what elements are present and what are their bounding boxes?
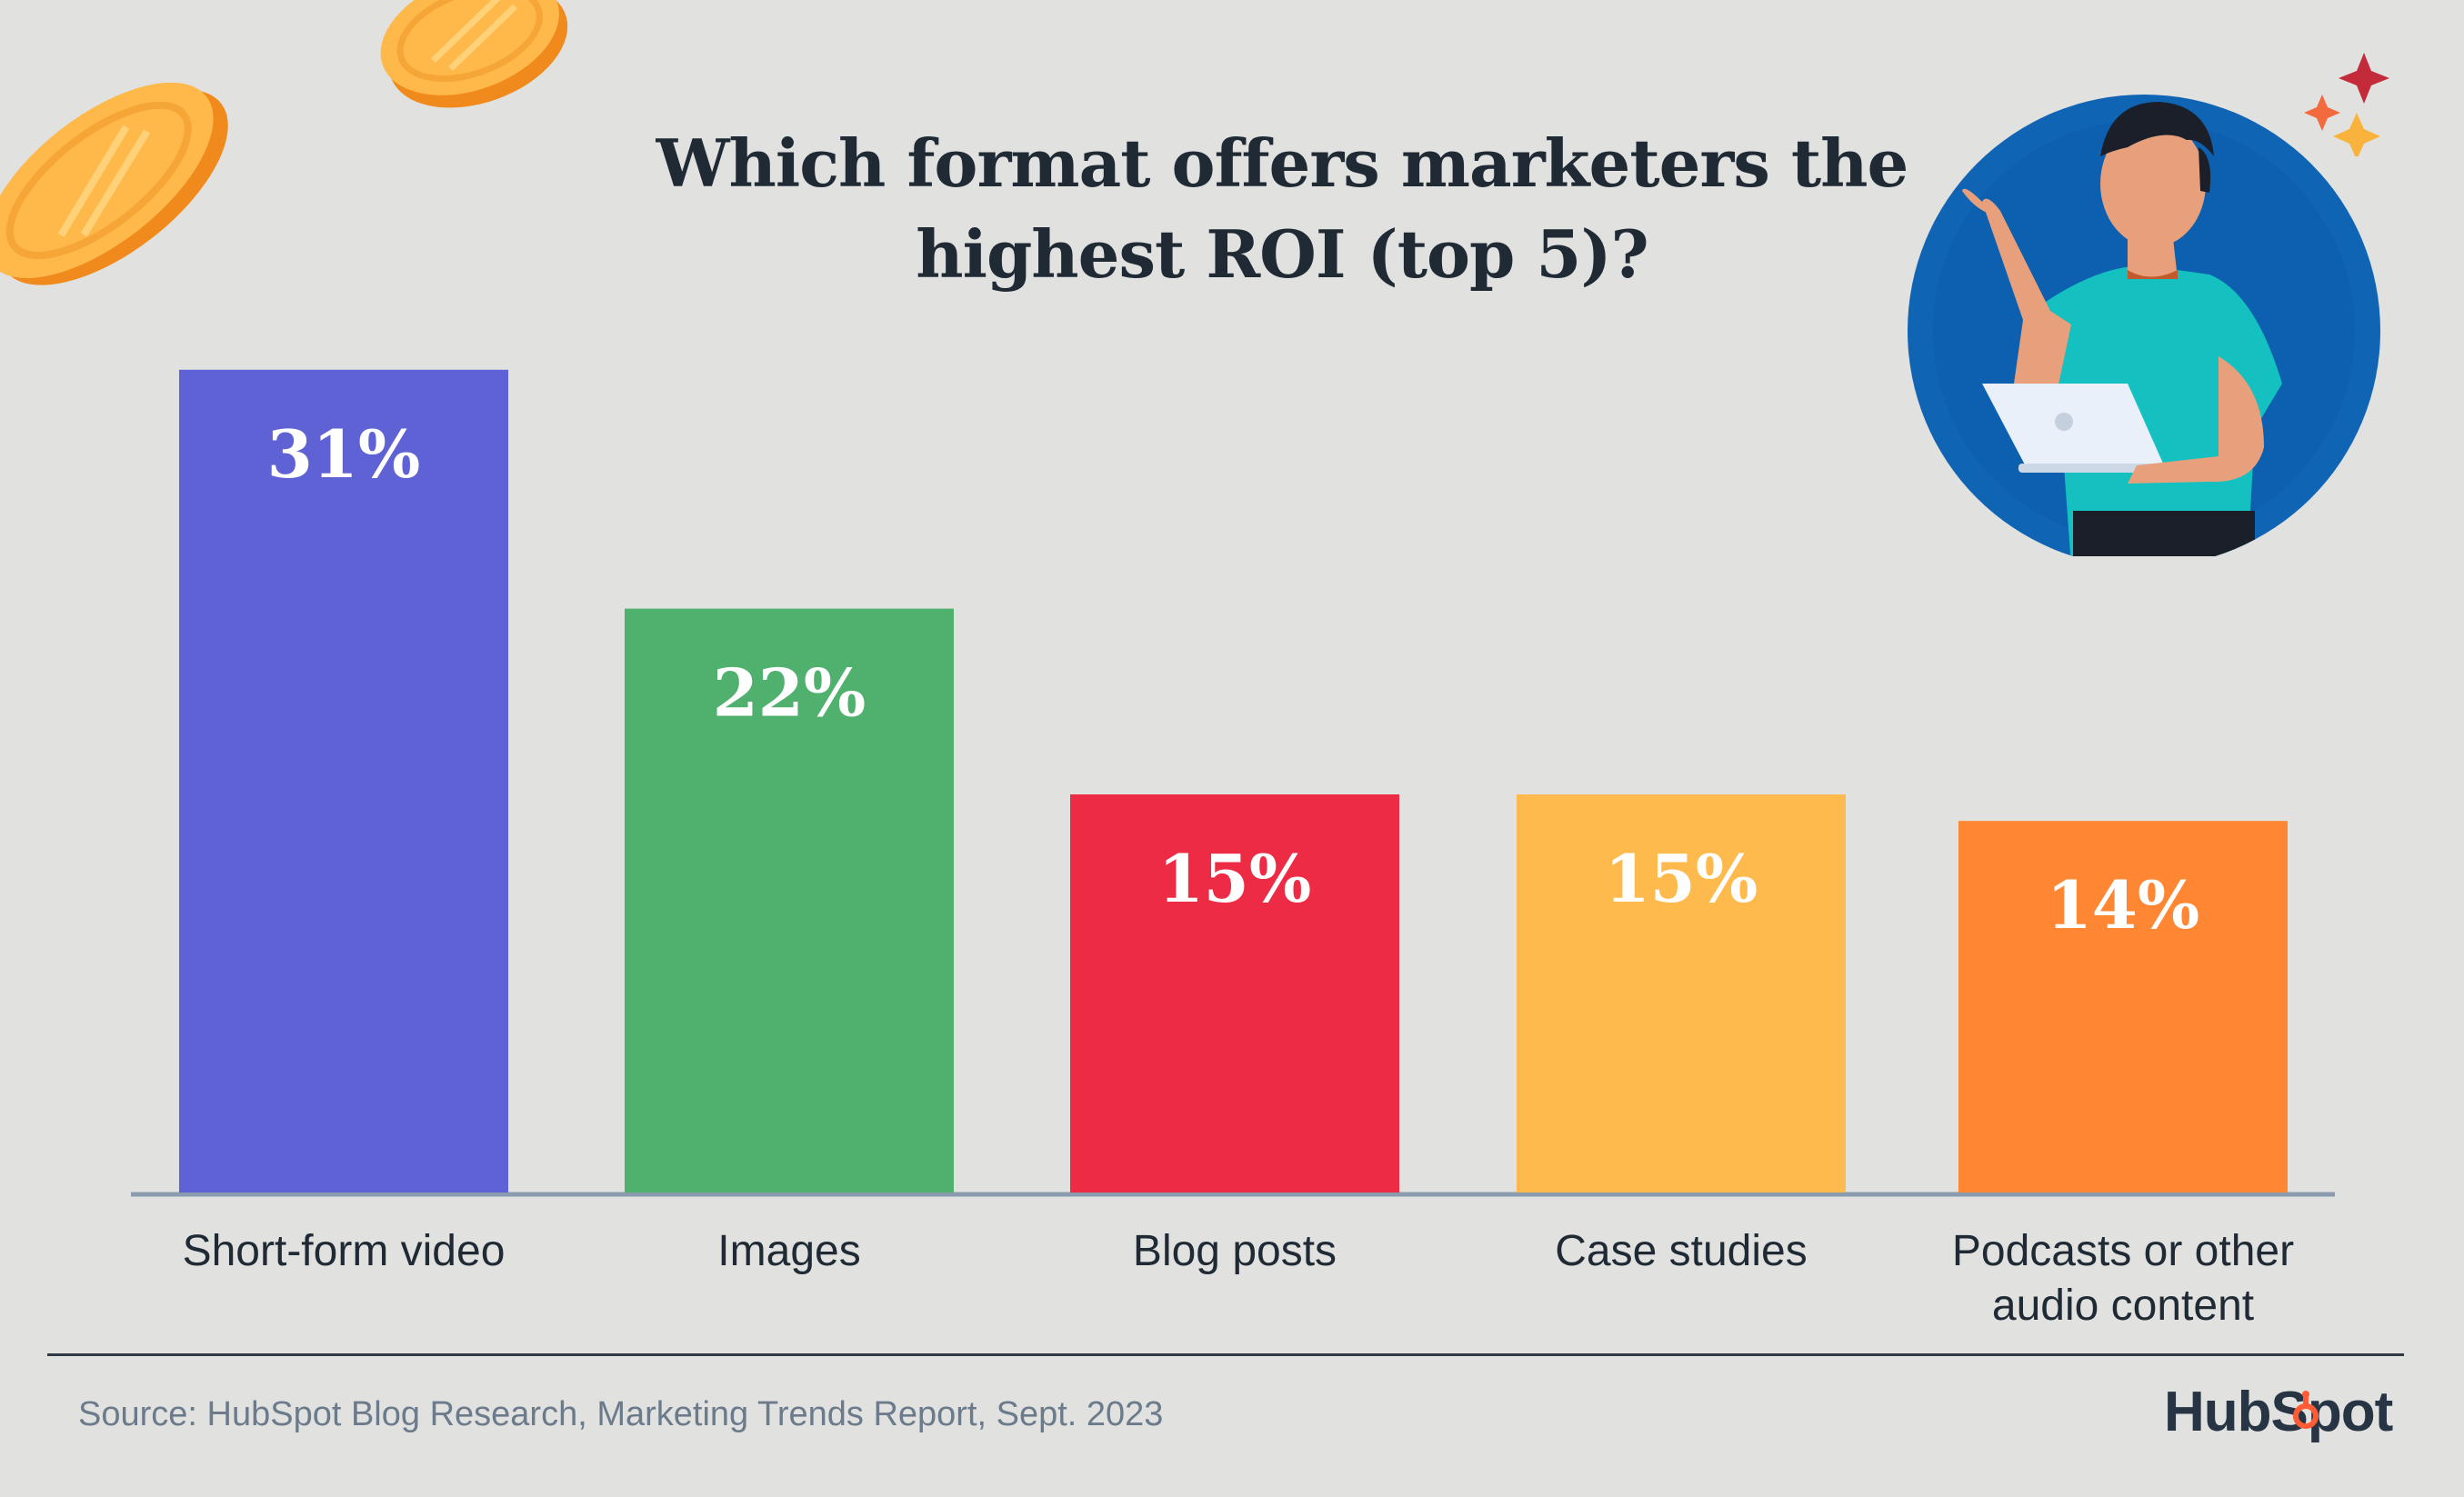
chart-title-line2: highest ROI (top 5)? bbox=[916, 215, 1648, 293]
sparkle-icon bbox=[2304, 53, 2389, 156]
person-with-laptop-icon bbox=[1908, 95, 2380, 556]
hubspot-logo: HubSpot bbox=[2164, 1380, 2393, 1444]
footer-divider bbox=[47, 1353, 2404, 1356]
brand-text: HubSpot bbox=[2164, 1381, 2393, 1443]
bar-value-label-2: 15% bbox=[1158, 840, 1312, 917]
source-note: Source: HubSpot Blog Research, Marketing… bbox=[78, 1395, 1164, 1433]
bar-0 bbox=[179, 369, 508, 1193]
bar-value-label-3: 15% bbox=[1605, 840, 1758, 917]
category-label-4-0: Podcasts or other bbox=[1952, 1227, 2294, 1275]
category-label-4-1: audio content bbox=[1992, 1282, 2254, 1330]
category-label-3: Case studies bbox=[1555, 1227, 1807, 1275]
bar-value-label-0: 31% bbox=[267, 415, 421, 493]
bar-value-label-4: 14% bbox=[2047, 866, 2200, 943]
chart-title-line1: Which format offers marketers the bbox=[656, 125, 1909, 202]
category-label-1: Images bbox=[717, 1227, 860, 1275]
sprocket-icon bbox=[2293, 1391, 2319, 1429]
coin-icon bbox=[380, 0, 568, 108]
bar-4 bbox=[1958, 821, 2288, 1193]
bar-value-label-1: 22% bbox=[713, 654, 866, 732]
bar-1 bbox=[625, 608, 954, 1193]
category-label-2: Blog posts bbox=[1133, 1227, 1337, 1275]
coin-icon bbox=[0, 82, 228, 285]
category-label-0: Short-form video bbox=[183, 1227, 506, 1275]
bar-2 bbox=[1070, 794, 1399, 1193]
bar-3 bbox=[1517, 794, 1846, 1193]
